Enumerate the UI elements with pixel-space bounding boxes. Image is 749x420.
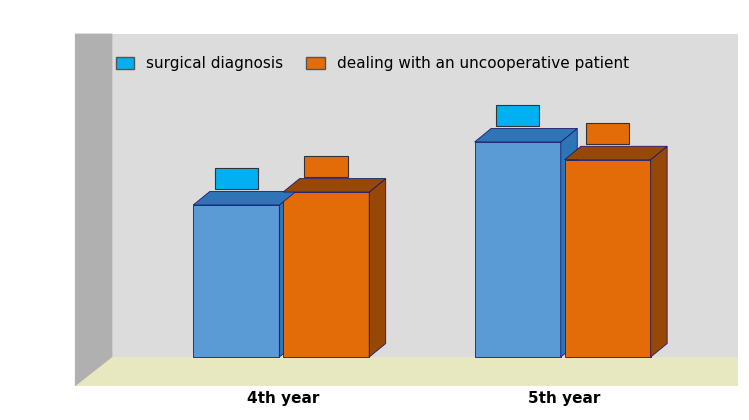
Text: 72.2: 72.2 <box>589 126 625 141</box>
Legend: surgical diagnosis, dealing with an uncooperative patient: surgical diagnosis, dealing with an unco… <box>111 52 634 76</box>
Text: 5th year: 5th year <box>528 391 601 406</box>
Text: 73.3: 73.3 <box>500 108 536 123</box>
Text: 69.4: 69.4 <box>218 171 254 186</box>
Text: 4th year: 4th year <box>247 391 319 406</box>
Text: 70.2: 70.2 <box>308 158 345 173</box>
